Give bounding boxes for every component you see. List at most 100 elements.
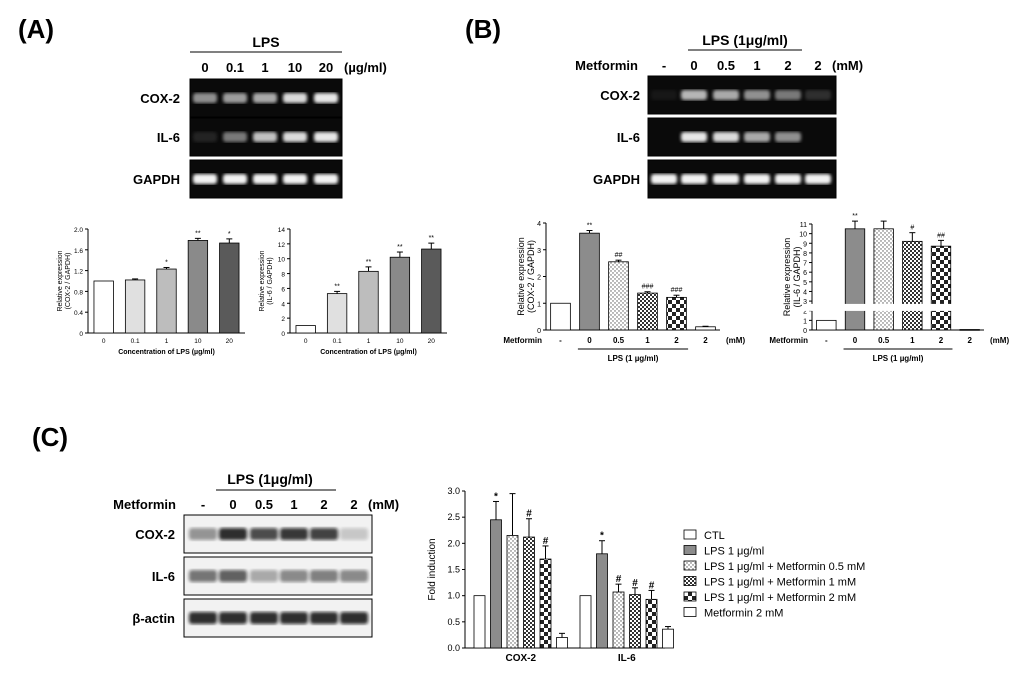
bar [219, 242, 240, 334]
gel-band [223, 132, 247, 142]
x-tick-label: 0.5 [613, 336, 625, 345]
y-tick-label: 0 [79, 331, 83, 338]
gel-band [340, 612, 368, 624]
gel-band [253, 93, 277, 103]
panel-label-b: (B) [465, 14, 501, 44]
unit-label: (mM) [832, 58, 863, 73]
metformin-label: Metformin [113, 497, 176, 512]
gel-band [250, 612, 278, 624]
bar [629, 594, 641, 649]
y-axis-title: Relative expression(IL-6 / GAPDH) [259, 250, 274, 311]
bar [93, 280, 114, 334]
y-tick-label: 2 [281, 316, 285, 323]
bar [959, 329, 980, 331]
significance-mark: # [616, 574, 622, 585]
lane-label: 0.5 [717, 58, 735, 73]
y-tick-label: 14 [278, 227, 286, 234]
treatment-label: LPS (1μg/ml) [227, 471, 313, 487]
y-axis-title: Relative expression(IL-6 / GAPDH) [782, 238, 802, 317]
x-tick-label: 0 [102, 338, 106, 345]
significance-mark: ### [642, 284, 654, 291]
gel-band [189, 528, 217, 540]
bar [662, 628, 674, 649]
gel-band [280, 528, 308, 540]
legend-label: LPS 1 μg/ml + Metformin 2 mM [704, 592, 856, 604]
legend-label: Metformin 2 mM [704, 608, 783, 620]
y-tick-label: 11 [800, 222, 807, 229]
bar [666, 296, 687, 331]
x-tick-label: COX-2 [505, 653, 536, 664]
significance-mark: ** [429, 235, 435, 242]
significance-mark: * [228, 231, 231, 238]
y-axis-title: Relative expression(COX-2 / GAPDH) [516, 237, 536, 316]
blot-c: LPS (1μg/ml) Metformin - 0 0.5 1 2 2 (mM) COX-2 IL… [113, 471, 399, 638]
gel-band [219, 570, 247, 582]
gel-band [219, 528, 247, 540]
bar [596, 553, 608, 649]
y-tick-label: 0.4 [74, 310, 83, 317]
legend-label: CTL [704, 530, 725, 542]
gel-band [280, 612, 308, 624]
gel-band [744, 132, 770, 142]
gel-band [189, 570, 217, 582]
bar [358, 270, 379, 334]
gel-band [283, 93, 307, 103]
legend-swatch [683, 607, 697, 617]
legend-swatch [683, 591, 697, 602]
y-axis-title-line: (COX-2 / GAPDH) [65, 253, 72, 310]
gel-band [775, 174, 801, 184]
x-tick-label: 10 [396, 338, 404, 345]
unit-label: (mM) [368, 497, 399, 512]
bar [295, 325, 316, 334]
blot-frame [647, 159, 837, 199]
gel-band [223, 93, 247, 103]
y-tick-label: 0 [281, 331, 285, 338]
bar [473, 595, 486, 649]
blot-row-label: IL-6 [152, 569, 175, 584]
bar [187, 240, 209, 334]
x-tick-label: - [559, 336, 562, 345]
bar [490, 519, 502, 649]
chart-metformin: 0 1 2 3 4 Metformin - ** 0 ## 0.5 ### 1 ### 2 2 (mM) LPS … [503, 221, 745, 363]
significance-mark: ## [615, 252, 623, 259]
y-tick-label: 2 [537, 275, 541, 282]
gel-band [713, 90, 739, 100]
gel-band [310, 570, 338, 582]
y-tick-label: 3.0 [447, 486, 460, 496]
significance-mark: ** [587, 222, 593, 229]
gel-band [310, 528, 338, 540]
x-tick-label: 2 [939, 336, 944, 345]
lane-label: 2 [784, 58, 791, 73]
bar [579, 232, 600, 331]
lane-label: 1 [290, 497, 297, 512]
gel-band [681, 132, 707, 142]
x-tick-label: IL-6 [618, 653, 636, 664]
x-tick-label: 10 [194, 338, 202, 345]
gel-band [805, 90, 831, 100]
x-tick-label: 0 [304, 338, 308, 345]
bar-charts: 00.40.81.21.62.00 0.1*1**10*20Concentrati… [57, 213, 1009, 664]
lane-label: 0.1 [226, 60, 244, 75]
lps-group-label: LPS (1 µg/ml) [608, 354, 659, 363]
lane-label: 0.5 [255, 497, 273, 512]
y-tick-label: 7 [803, 261, 807, 268]
gel-band [651, 174, 677, 184]
gel-band [283, 174, 307, 184]
unit-label: (µg/ml) [344, 60, 387, 75]
x-axis-title: Concentration of LPS (µg/ml) [118, 349, 215, 356]
x-tick-label: 0.1 [333, 338, 342, 345]
gel-band [253, 174, 277, 184]
significance-mark: ** [195, 230, 201, 237]
y-tick-label: 0.8 [74, 289, 83, 296]
bar [523, 536, 535, 649]
y-tick-label: 9 [803, 241, 807, 248]
x-tick-label: 20 [226, 338, 234, 345]
gel-band [651, 90, 677, 100]
y-axis-title-line: Relative expression [516, 237, 526, 316]
x-tick-label: 1 [165, 338, 169, 345]
gel-band [193, 93, 217, 103]
bar [506, 535, 519, 649]
bar [579, 595, 592, 649]
gel-band [744, 174, 770, 184]
